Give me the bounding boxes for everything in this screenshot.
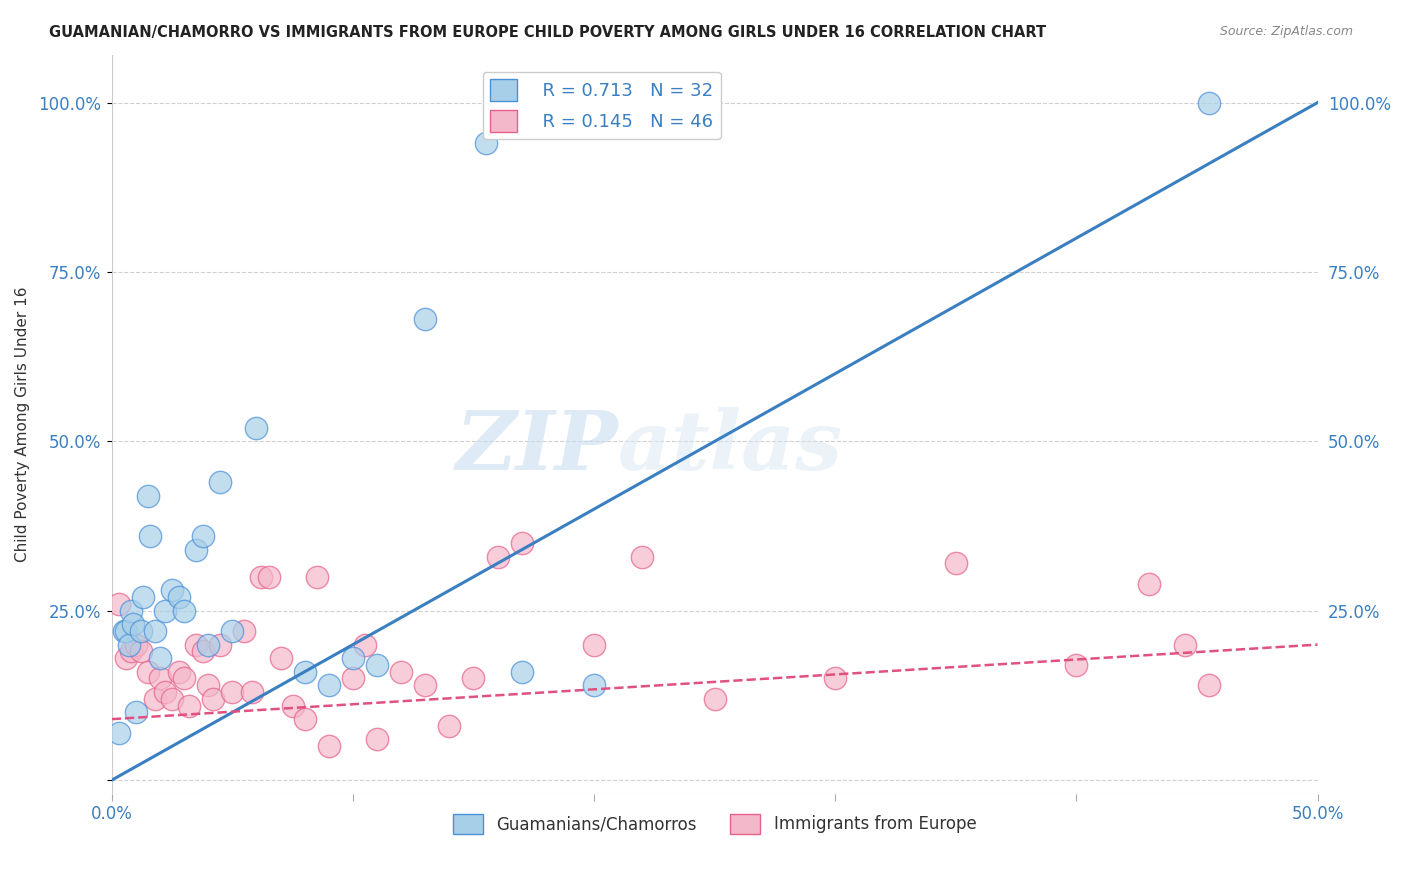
Text: GUAMANIAN/CHAMORRO VS IMMIGRANTS FROM EUROPE CHILD POVERTY AMONG GIRLS UNDER 16 : GUAMANIAN/CHAMORRO VS IMMIGRANTS FROM EU… [49,25,1046,40]
Point [221,685,243,699]
Point [703,691,725,706]
Point [115,651,138,665]
Point [318,678,340,692]
Point [173,604,195,618]
Point [120,604,142,618]
Point [413,678,436,692]
Point [117,638,139,652]
Point [136,665,159,679]
Point [945,557,967,571]
Point [209,475,232,489]
Point [631,549,654,564]
Point [153,685,176,699]
Point [202,691,225,706]
Point [186,638,208,652]
Point [125,706,148,720]
Point [193,644,215,658]
Point [366,732,388,747]
Point [389,665,412,679]
Point [486,549,509,564]
Point [136,489,159,503]
Point [197,678,219,692]
Point [474,136,496,151]
Point [824,672,846,686]
Point [1198,95,1220,110]
Point [510,536,533,550]
Point [139,529,162,543]
Point [250,570,273,584]
Point [294,665,316,679]
Point [510,665,533,679]
Point [342,672,364,686]
Point [257,570,280,584]
Point [209,638,232,652]
Point [1198,678,1220,692]
Point [1174,638,1197,652]
Point [129,644,152,658]
Point [149,651,172,665]
Point [129,624,152,638]
Point [366,657,388,672]
Point [1137,576,1160,591]
Point [149,672,172,686]
Point [120,644,142,658]
Point [186,542,208,557]
Point [153,604,176,618]
Point [583,678,606,692]
Point [197,638,219,652]
Point [193,529,215,543]
Y-axis label: Child Poverty Among Girls Under 16: Child Poverty Among Girls Under 16 [15,286,30,562]
Point [169,665,191,679]
Point [122,617,145,632]
Legend: Guamanians/Chamorros, Immigrants from Europe: Guamanians/Chamorros, Immigrants from Eu… [446,807,983,841]
Point [173,672,195,686]
Point [143,691,166,706]
Point [221,624,243,638]
Point [413,312,436,326]
Point [132,590,155,604]
Point [439,719,461,733]
Point [270,651,292,665]
Point [112,624,135,638]
Point [169,590,191,604]
Text: atlas: atlas [619,407,844,486]
Point [160,583,183,598]
Point [143,624,166,638]
Point [177,698,200,713]
Point [108,725,131,739]
Point [108,597,131,611]
Point [125,638,148,652]
Point [463,672,485,686]
Point [245,421,267,435]
Point [318,739,340,754]
Point [160,691,183,706]
Point [240,685,263,699]
Point [583,638,606,652]
Point [354,638,377,652]
Point [233,624,256,638]
Point [281,698,304,713]
Point [115,624,138,638]
Point [1066,657,1088,672]
Point [342,651,364,665]
Point [305,570,328,584]
Point [294,712,316,726]
Text: Source: ZipAtlas.com: Source: ZipAtlas.com [1219,25,1353,38]
Text: ZIP: ZIP [456,407,619,486]
